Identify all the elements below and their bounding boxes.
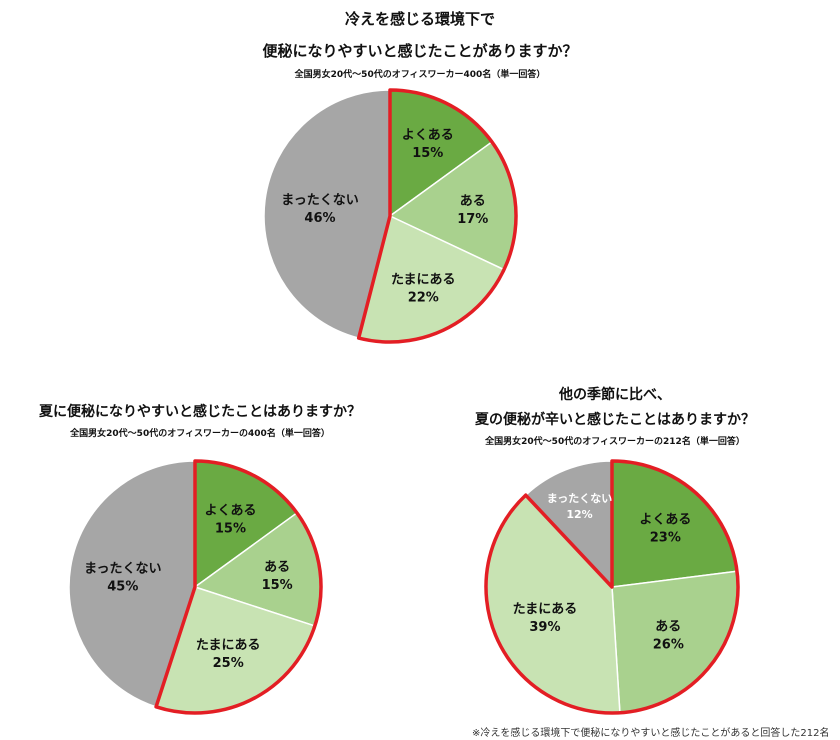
slice-value-3: 25%	[213, 656, 244, 671]
slice-value-4: 46%	[304, 211, 335, 226]
slice-label-3: たまにある	[196, 638, 261, 653]
chart1-subtitle: 全国男女20代～50代のオフィスワーカー400名（単一回答）	[294, 70, 546, 80]
slice-label-1: よくある	[204, 503, 256, 518]
pie-slice-4	[263, 89, 391, 339]
slice-value-1: 15%	[215, 521, 246, 536]
slice-value-1: 23%	[650, 531, 681, 546]
slice-label-4: まったくない	[84, 562, 161, 577]
slice-label-1: よくある	[639, 513, 691, 528]
slice-value-3: 22%	[408, 291, 439, 306]
chart1-title-line2: 便秘になりやすいと感じたことがありますか？	[262, 42, 578, 60]
pie-slice-4	[68, 460, 196, 708]
chart3-subtitle: 全国男女20代～50代のオフィスワーカーの212名（単一回答）	[485, 437, 745, 447]
slice-value-4: 12%	[566, 508, 592, 521]
slice-value-3: 39%	[529, 620, 560, 635]
chart2-title: 夏に便秘になりやすいと感じたことはありますか？	[39, 404, 361, 420]
slice-value-2: 26%	[653, 638, 684, 653]
highlight-outline	[154, 459, 323, 715]
slice-value-1: 15%	[412, 146, 443, 161]
chart2-subtitle: 全国男女20代～50代のオフィスワーカーの400名（単一回答）	[70, 429, 330, 439]
slice-value-2: 15%	[262, 578, 293, 593]
slice-label-3: たまにある	[391, 273, 456, 288]
highlight-outline	[356, 88, 518, 344]
chart3-footnote: ※冷えを感じる環境下で便秘になりやすいと感じたことがあると回答した212名	[472, 728, 830, 739]
chart3-title-line1: 他の季節に比べ、	[559, 387, 671, 403]
slice-label-3: たまにある	[513, 602, 578, 617]
chart3-title-line2: 夏の便秘が辛いと感じたことはありますか？	[475, 412, 755, 428]
slice-label-4: まったくない	[281, 193, 358, 208]
pie-slice-4	[524, 460, 613, 589]
slice-value-4: 45%	[107, 580, 138, 595]
slice-label-2: ある	[655, 620, 681, 635]
chart1-title-line1: 冷えを感じる環境下で	[344, 10, 495, 28]
slice-label-2: ある	[460, 194, 486, 209]
slice-label-2: ある	[264, 560, 290, 575]
slice-label-4: まったくない	[547, 492, 613, 505]
slice-value-2: 17%	[457, 212, 488, 227]
highlight-outline	[484, 459, 740, 715]
slice-label-1: よくある	[402, 128, 454, 143]
